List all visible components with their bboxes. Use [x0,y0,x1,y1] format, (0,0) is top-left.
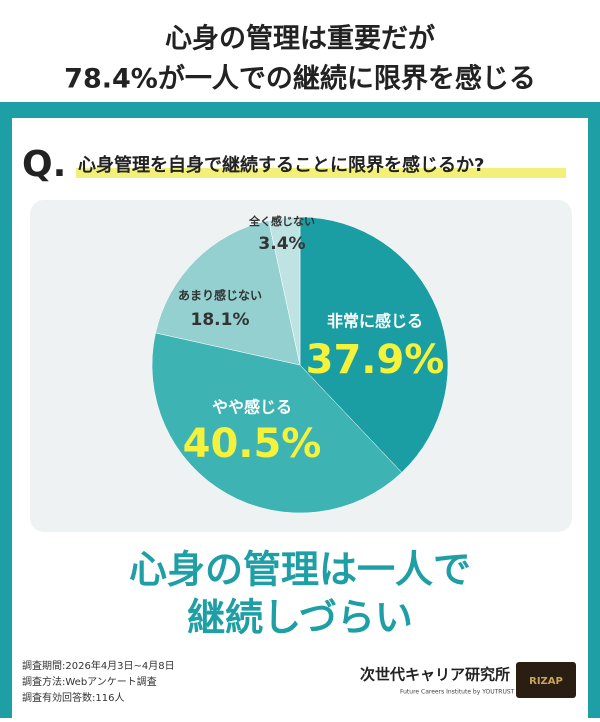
title-line: 心身の管理は重要だが [165,23,435,55]
logo-sub: Future Careers Institute by YOUTRUST [400,689,515,696]
conclusion: 心身の管理は一人で [129,548,471,592]
slice-label: あまり感じない [178,288,262,303]
pie-slice [155,220,301,366]
note: 調査方法:Webアンケート調査 [22,675,157,688]
highlight [76,168,566,178]
slice-label: 全く感じない [248,214,315,228]
value-label: 3.4% [258,234,305,254]
slice-label: 非常に感じる [327,312,423,331]
pie-slice [299,216,449,473]
value-label: 18.1% [191,310,250,330]
question-mark: Q. [22,144,66,185]
logo2-box [516,662,576,698]
note: 調査期間:2026年4月3日~4月8日 [22,659,175,672]
pie-slice [151,332,403,514]
pie: 非常に感じる 37.9% やや感じる 40.5% あまり感じない 18.1% 全く感じない 3… [151,214,449,514]
conclusion: 継続しづらい [187,596,413,640]
value-label: 40.5% [183,421,322,467]
pie-slice [268,216,301,366]
slice-label: やや感じる [212,398,292,417]
logo2: RIZAP [529,676,563,687]
logo: 次世代キャリア研究所 [360,666,510,684]
note: 調査有効回答数:116人 [22,691,124,704]
value-label: 37.9% [306,337,445,383]
title-line: 78.4%が一人での継続に限界を感じる [64,63,536,95]
question: 心身管理を自身で継続することに限界を感じるか? [78,154,484,176]
